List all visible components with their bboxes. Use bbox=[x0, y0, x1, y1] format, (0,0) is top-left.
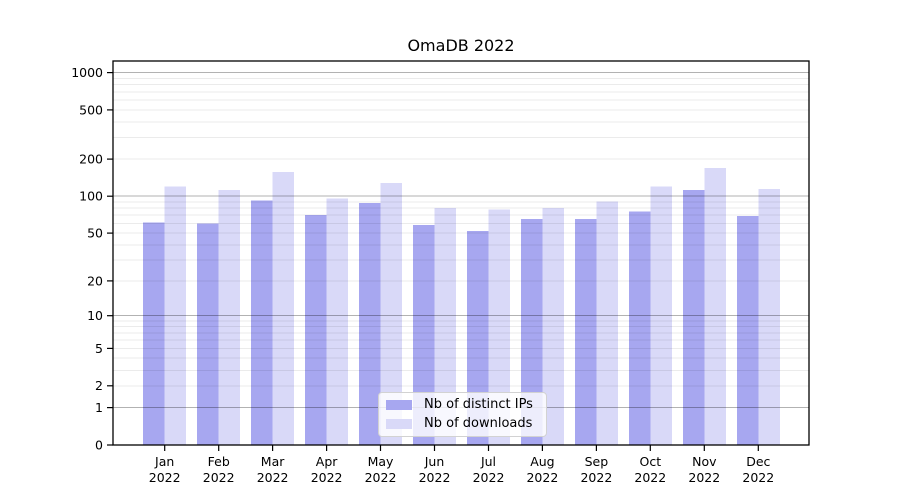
plot-border bbox=[112, 60, 810, 446]
bar bbox=[704, 167, 726, 446]
y-tick-label: 1 bbox=[95, 400, 103, 415]
bar bbox=[380, 183, 402, 445]
legend-item-distinct-ips: Nb of distinct IPs bbox=[386, 397, 538, 413]
chart-title: OmaDB 2022 bbox=[407, 36, 515, 55]
bar bbox=[305, 215, 327, 445]
x-tick-label-year: 2022 bbox=[473, 470, 505, 485]
bar bbox=[758, 189, 780, 445]
bar bbox=[251, 200, 273, 445]
x-tick-label-year: 2022 bbox=[580, 470, 612, 485]
x-tick-label-month: Dec bbox=[746, 454, 770, 469]
x-tick-label-month: Feb bbox=[208, 454, 230, 469]
bar bbox=[143, 222, 165, 445]
bar bbox=[467, 231, 489, 445]
x-tick-label-year: 2022 bbox=[365, 470, 397, 485]
y-tick-label: 500 bbox=[79, 102, 103, 117]
x-tick-label-month: May bbox=[368, 454, 394, 469]
x-tick-label-month: Jul bbox=[480, 454, 496, 469]
bars-series-1 bbox=[164, 167, 780, 446]
bar bbox=[326, 198, 349, 445]
x-tick-label-year: 2022 bbox=[149, 470, 181, 485]
x-tick-label-year: 2022 bbox=[634, 470, 666, 485]
legend-label-downloads: Nb of downloads bbox=[424, 416, 533, 431]
x-tick-label-month: Mar bbox=[261, 454, 285, 469]
bar bbox=[682, 190, 705, 445]
y-tick-label: 5 bbox=[95, 341, 103, 356]
x-tick-label-year: 2022 bbox=[257, 470, 289, 485]
bar bbox=[650, 186, 672, 445]
y-tick-label: 0 bbox=[95, 437, 103, 452]
legend-swatch-distinct-ips bbox=[386, 400, 412, 411]
bars-series-0 bbox=[143, 190, 759, 445]
bar bbox=[542, 208, 564, 445]
x-tick-label-year: 2022 bbox=[742, 470, 774, 485]
bar bbox=[359, 203, 381, 445]
bar bbox=[413, 225, 435, 445]
bars bbox=[143, 167, 780, 446]
bar bbox=[197, 223, 219, 445]
x-tick-label-month: Oct bbox=[639, 454, 661, 469]
x-axis: Jan2022Feb2022Mar2022Apr2022May2022Jun20… bbox=[149, 445, 774, 485]
legend-swatch-downloads bbox=[386, 418, 412, 429]
x-tick-label-month: Apr bbox=[316, 454, 338, 469]
bar bbox=[218, 190, 241, 445]
y-tick-label: 10 bbox=[87, 308, 103, 323]
gridlines bbox=[113, 72, 809, 409]
y-tick-label: 200 bbox=[79, 152, 103, 167]
bar bbox=[520, 219, 543, 445]
x-tick-label-year: 2022 bbox=[526, 470, 558, 485]
x-tick-label-month: Jan bbox=[154, 454, 174, 469]
bar bbox=[434, 208, 456, 445]
x-tick-label-month: Sep bbox=[585, 454, 609, 469]
x-tick-label-year: 2022 bbox=[419, 470, 451, 485]
y-tick-label: 1000 bbox=[71, 65, 103, 80]
y-tick-label: 100 bbox=[79, 189, 103, 204]
y-tick-label: 20 bbox=[87, 273, 103, 288]
y-axis: 0 1 2 5 10 20 50 100 200 500 1000 bbox=[71, 65, 113, 452]
bar bbox=[628, 211, 651, 445]
bar bbox=[272, 171, 295, 446]
x-tick-label-year: 2022 bbox=[311, 470, 343, 485]
y-tick-label: 50 bbox=[87, 226, 103, 241]
x-tick-label-year: 2022 bbox=[688, 470, 720, 485]
legend: Nb of distinct IPs Nb of downloads bbox=[378, 392, 547, 437]
y-tick-label: 2 bbox=[95, 378, 103, 393]
legend-item-downloads: Nb of downloads bbox=[386, 416, 538, 432]
x-tick-label-year: 2022 bbox=[203, 470, 235, 485]
x-tick-label-month: Nov bbox=[692, 454, 717, 469]
bar bbox=[574, 219, 597, 445]
x-tick-label-month: Jun bbox=[424, 454, 445, 469]
bar bbox=[488, 209, 510, 445]
bar bbox=[736, 216, 759, 445]
legend-label-distinct-ips: Nb of distinct IPs bbox=[424, 397, 533, 413]
bar bbox=[596, 201, 618, 445]
x-tick-label-month: Aug bbox=[530, 454, 554, 469]
bar bbox=[164, 186, 187, 445]
